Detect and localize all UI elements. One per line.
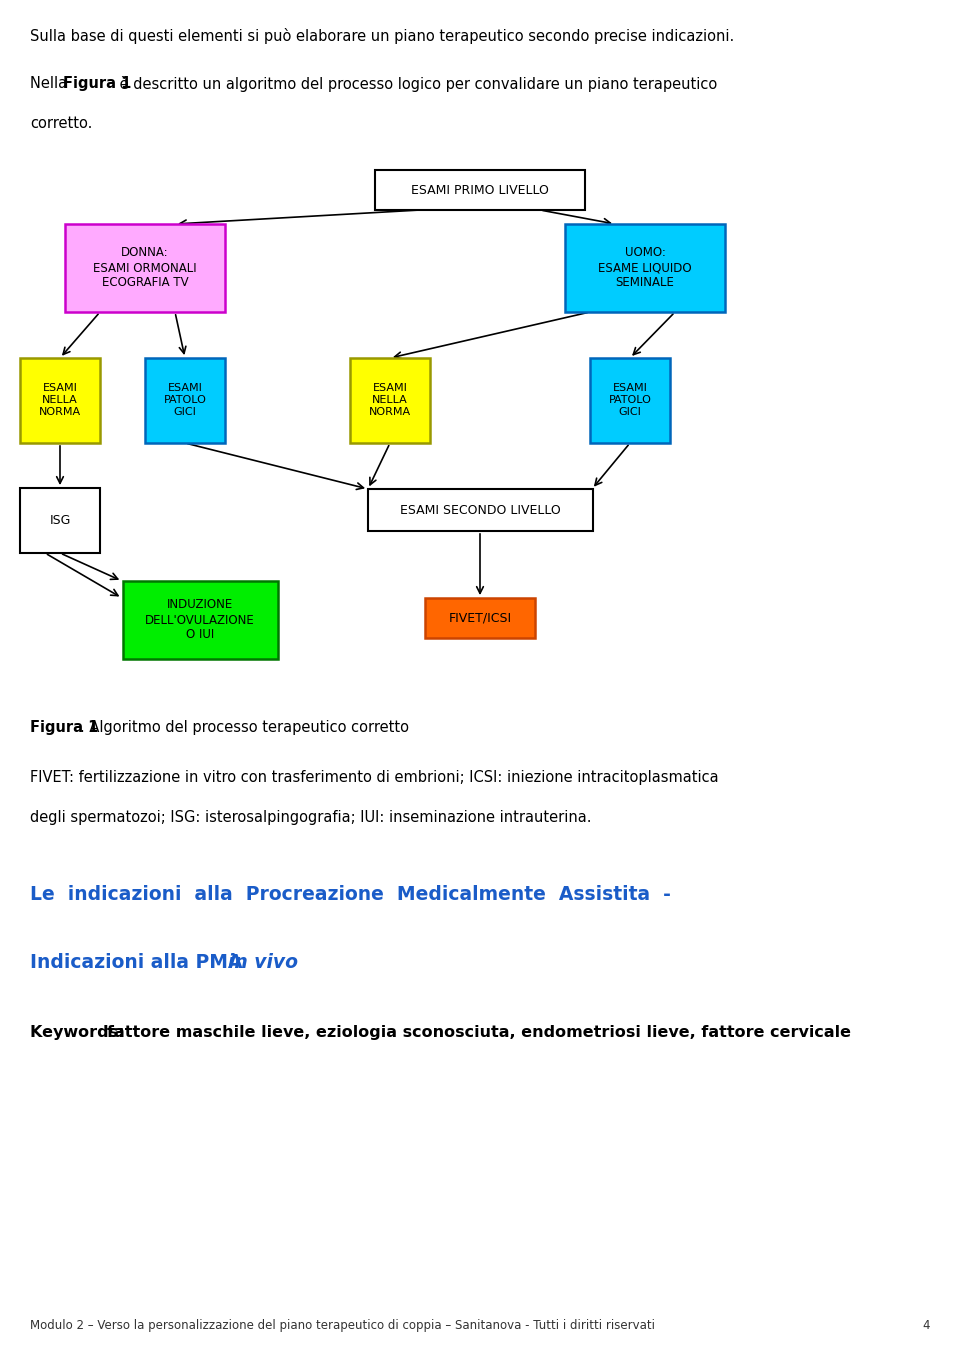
Text: Nella: Nella — [30, 76, 72, 90]
Text: ESAMI
NELLA
NORMA: ESAMI NELLA NORMA — [39, 383, 81, 417]
Text: Modulo 2 – Verso la personalizzazione del piano terapeutico di coppia – Sanitano: Modulo 2 – Verso la personalizzazione de… — [30, 1319, 655, 1332]
Bar — [368, 489, 592, 531]
Text: Figura 1: Figura 1 — [63, 76, 132, 90]
Text: Sulla base di questi elementi si può elaborare un piano terapeutico secondo prec: Sulla base di questi elementi si può ela… — [30, 28, 734, 45]
Bar — [65, 224, 225, 312]
Bar — [350, 358, 430, 443]
Text: INDUZIONE
DELL'OVULAZIONE
O IUI: INDUZIONE DELL'OVULAZIONE O IUI — [145, 598, 254, 641]
Text: ISG: ISG — [49, 513, 71, 526]
Text: Figura 1: Figura 1 — [30, 720, 98, 734]
Text: ESAMI
PATOLO
GICI: ESAMI PATOLO GICI — [609, 383, 652, 417]
Bar — [590, 358, 670, 443]
Text: Le  indicazioni  alla  Procreazione  Medicalmente  Assistita  -: Le indicazioni alla Procreazione Medical… — [30, 886, 671, 904]
Text: DONNA:
ESAMI ORMONALI
ECOGRAFIA TV: DONNA: ESAMI ORMONALI ECOGRAFIA TV — [93, 247, 197, 289]
Text: è descritto un algoritmo del processo logico per convalidare un piano terapeutic: è descritto un algoritmo del processo lo… — [115, 76, 717, 92]
Bar — [123, 580, 277, 659]
Text: Keywords:: Keywords: — [30, 1025, 131, 1040]
Text: ESAMI SECONDO LIVELLO: ESAMI SECONDO LIVELLO — [399, 504, 561, 517]
Bar — [20, 358, 100, 443]
Text: ESAMI
PATOLO
GICI: ESAMI PATOLO GICI — [163, 383, 206, 417]
Text: FIVET: fertilizzazione in vitro con trasferimento di embrioni; ICSI: iniezione i: FIVET: fertilizzazione in vitro con tras… — [30, 769, 719, 784]
Text: fattore maschile lieve, eziologia sconosciuta, endometriosi lieve, fattore cervi: fattore maschile lieve, eziologia sconos… — [107, 1025, 851, 1040]
Text: corretto.: corretto. — [30, 116, 92, 131]
Bar — [425, 598, 535, 639]
Text: UOMO:
ESAME LIQUIDO
SEMINALE: UOMO: ESAME LIQUIDO SEMINALE — [598, 247, 692, 289]
Text: ESAMI PRIMO LIVELLO: ESAMI PRIMO LIVELLO — [411, 184, 549, 197]
Bar — [565, 224, 725, 312]
Bar — [375, 170, 585, 211]
Text: Indicazioni alla PMA: Indicazioni alla PMA — [30, 953, 249, 972]
Text: ESAMI
NELLA
NORMA: ESAMI NELLA NORMA — [369, 383, 411, 417]
Bar — [20, 487, 100, 552]
Text: FIVET/ICSI: FIVET/ICSI — [448, 612, 512, 625]
Text: in vivo: in vivo — [228, 953, 298, 972]
Bar — [145, 358, 225, 443]
Text: . Algoritmo del processo terapeutico corretto: . Algoritmo del processo terapeutico cor… — [80, 720, 409, 734]
Text: 4: 4 — [923, 1319, 930, 1332]
Text: degli spermatozoi; ISG: isterosalpingografia; IUI: inseminazione intrauterina.: degli spermatozoi; ISG: isterosalpingogr… — [30, 810, 591, 825]
